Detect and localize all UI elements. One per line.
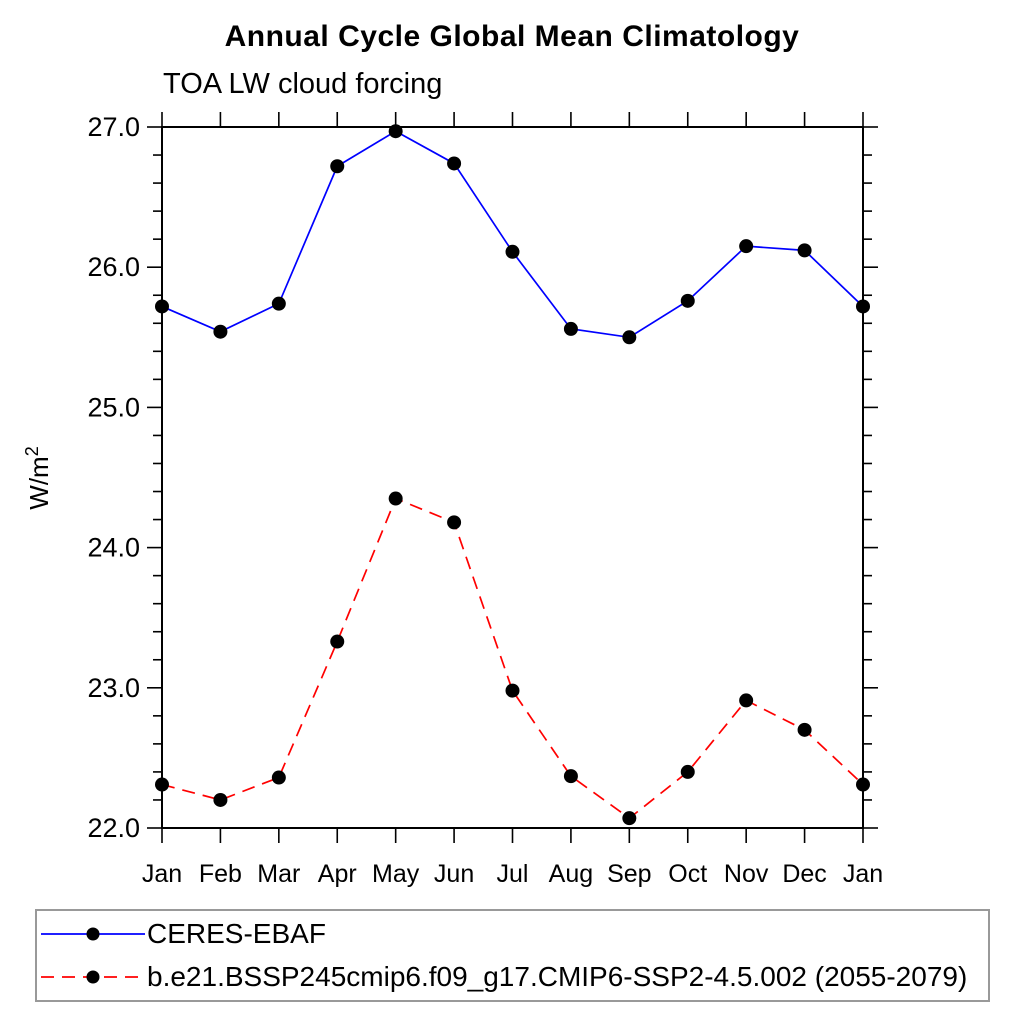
y-tick-label: 23.0: [87, 673, 140, 703]
y-tick-label: 22.0: [87, 813, 140, 843]
y-tick-label: 26.0: [87, 252, 140, 282]
data-point-marker: [739, 693, 754, 708]
plot-frame: [161, 126, 864, 829]
x-tick-label: Feb: [199, 860, 242, 888]
data-point-marker: [447, 156, 462, 171]
series-line-0: [161, 130, 864, 339]
x-tick-label: Jun: [434, 860, 474, 888]
series-line-1: [161, 497, 864, 820]
data-point-marker: [330, 634, 345, 649]
data-point-marker: [213, 324, 228, 339]
x-tick-label: Nov: [724, 860, 769, 888]
x-tick-label: Dec: [782, 860, 826, 888]
x-tick-label: Mar: [257, 860, 300, 888]
data-point-marker: [622, 811, 637, 826]
data-point-marker: [856, 299, 870, 314]
x-tick-label: May: [372, 860, 420, 888]
data-point-marker: [447, 515, 462, 530]
y-tick-label: 25.0: [87, 392, 140, 422]
x-tick-label: Sep: [607, 860, 651, 888]
x-tick-label: Apr: [318, 860, 357, 888]
data-point-marker: [155, 299, 169, 314]
legend-label: b.e21.BSSP245cmip6.f09_g17.CMIP6-SSP2-4.…: [147, 960, 968, 992]
x-tick-label: Jan: [142, 860, 182, 888]
x-tick-label: Jan: [843, 860, 883, 888]
data-point-marker: [505, 244, 520, 259]
y-tick-label: 27.0: [87, 112, 140, 142]
data-point-marker: [271, 770, 286, 785]
legend-sample-marker: [86, 927, 100, 941]
legend-line-sample: [41, 927, 145, 941]
data-point-marker: [213, 792, 228, 807]
data-point-marker: [680, 293, 695, 308]
data-point-marker: [330, 159, 345, 174]
x-tick-label: Jul: [497, 860, 529, 888]
data-point-marker: [680, 764, 695, 779]
data-point-marker: [388, 124, 403, 139]
data-point-marker: [563, 769, 578, 784]
x-tick-label: Oct: [668, 860, 707, 888]
legend-row: b.e21.BSSP245cmip6.f09_g17.CMIP6-SSP2-4.…: [39, 956, 988, 998]
plot-area: Jan Feb Mar Apr May Jun Jul Aug Sep Oct Nov Dec Jan2…: [22, 112, 883, 888]
data-point-marker: [856, 777, 870, 792]
data-point-marker: [797, 243, 812, 258]
data-point-marker: [797, 722, 812, 737]
data-point-marker: [271, 296, 286, 311]
data-point-marker: [155, 777, 169, 792]
legend-sample-marker: [86, 970, 100, 984]
chart-subtitle: TOA LW cloud forcing: [163, 68, 443, 100]
x-tick-label: Aug: [549, 860, 593, 888]
data-point-marker: [505, 683, 520, 698]
legend-label: CERES-EBAF: [147, 918, 326, 950]
legend-line-sample: [41, 970, 145, 984]
legend-box: CERES-EBAF b.e21.BSSP245cmip6.f09_g17.CM…: [35, 909, 990, 1002]
y-tick-label: 24.0: [87, 533, 140, 563]
legend-row: CERES-EBAF: [39, 913, 988, 955]
data-point-marker: [622, 330, 637, 345]
data-point-marker: [563, 321, 578, 336]
chart-title: Annual Cycle Global Mean Climatology: [224, 20, 800, 53]
data-point-marker: [388, 491, 403, 506]
y-axis-title: W/m2: [22, 446, 54, 509]
data-point-marker: [739, 239, 754, 254]
